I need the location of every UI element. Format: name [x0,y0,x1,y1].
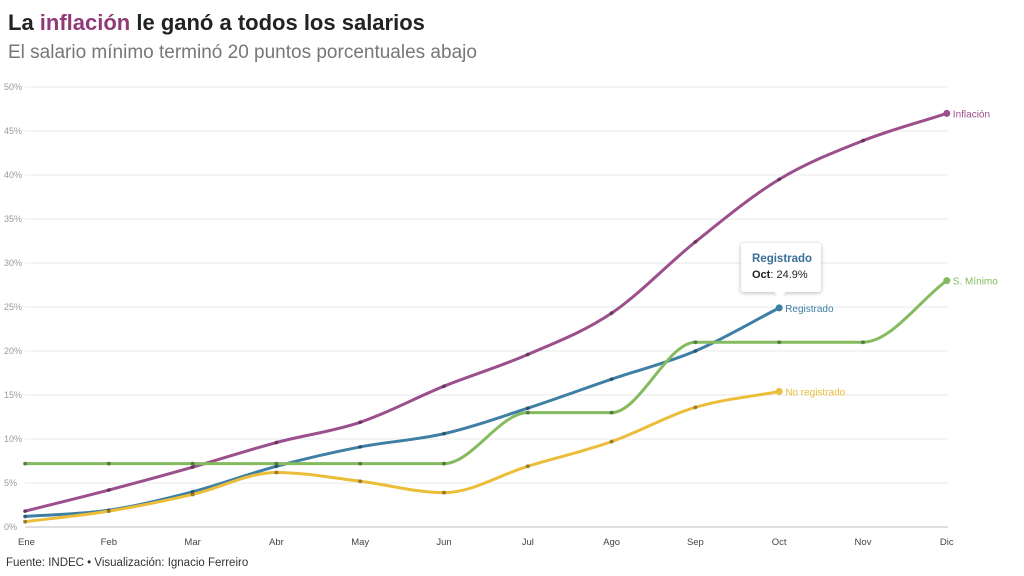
data-point [775,304,783,312]
series-end-label: No registrado [785,387,845,398]
data-point [777,340,782,345]
data-point [274,461,279,466]
x-axis: Ene Feb Mar Abr May Jun Jul Ago Sep Oct Nov Dic [18,537,954,548]
page-subtitle: El salario mínimo terminó 20 puntos porc… [8,42,477,63]
data-point [106,461,111,466]
data-point [358,420,363,425]
data-point [274,470,279,475]
data-point [23,519,27,524]
data-point [274,440,279,445]
y-tick-label: 10% [4,434,22,444]
x-tick-label: Dic [940,537,954,548]
data-point [525,410,530,415]
x-tick-label: Jul [522,537,534,548]
x-tick-label: May [351,537,369,548]
y-tick-label: 35% [4,214,22,224]
data-point [190,461,195,466]
series-end-label: Inflación [953,109,990,120]
y-tick-label: 50% [4,82,22,92]
data-point [106,509,111,514]
data-point [358,461,363,466]
data-point [861,138,865,143]
y-tick-label: 5% [4,478,17,488]
data-point [861,340,865,345]
data-point [525,352,530,357]
x-tick-label: Nov [855,537,872,548]
data-point [190,492,195,497]
data-point [775,387,783,395]
series-end-label: S. Mínimo [953,277,998,288]
tooltip-row: Oct: 24.9% [752,269,821,281]
tooltip: Registrado Oct: 24.9% [741,243,821,298]
series-line [23,279,949,466]
series-line [23,389,781,524]
source-note: Fuente: INDEC • Visualización: Ignacio F… [6,557,249,569]
data-point [525,464,530,469]
data-point [609,377,614,382]
tooltip-month: Oct [752,269,771,281]
data-point [693,349,698,353]
y-tick-label: 15% [4,390,22,400]
data-point [442,490,446,495]
data-point [693,340,698,345]
data-point [777,177,782,182]
x-tick-label: Ene [18,537,35,548]
data-point [693,405,698,410]
y-tick-label: 20% [4,346,22,356]
data-point [23,461,27,466]
y-tick-label: 0% [4,522,17,532]
data-point [442,431,446,436]
series-line [23,111,949,513]
data-point [274,464,279,469]
data-point [358,444,363,449]
series-inflacion: Inflación [23,109,990,514]
y-tick-label: 40% [4,170,22,180]
data-point [23,509,27,514]
y-tick-label: 30% [4,258,22,268]
data-point [525,406,530,411]
x-tick-label: Ago [603,537,620,548]
data-point [358,479,363,484]
data-point [190,465,195,470]
series-line [23,306,781,518]
data-point [442,461,446,466]
data-point [23,514,27,519]
series-s-minimo: S. Mínimo [23,277,998,466]
x-tick-label: Oct [772,537,787,548]
title-prefix: La [8,10,40,35]
data-point [442,384,446,389]
page-title: La inflación le ganó a todos los salario… [8,10,425,36]
tooltip-value: : 24.9% [770,269,808,281]
title-highlight: inflación [39,10,131,35]
series-registrado: Registrado [23,304,834,519]
data-point [609,439,614,444]
data-point [609,311,614,316]
data-point [943,109,951,117]
x-tick-label: Mar [184,537,200,548]
data-point [609,410,614,415]
tooltip-arrow [774,292,786,298]
tooltip-title: Registrado [752,253,813,265]
title-suffix: le ganó a todos los salarios [130,10,425,35]
x-tick-label: Jun [436,537,451,548]
data-point [106,488,111,493]
x-tick-label: Sep [687,537,704,548]
x-tick-label: Abr [269,537,284,548]
series-end-label: Registrado [785,304,834,315]
x-tick-label: Feb [101,537,117,548]
y-tick-label: 25% [4,302,22,312]
series-no-registrado: No registrado [23,387,846,524]
data-point [943,277,951,285]
data-point [693,239,698,244]
y-tick-label: 45% [4,126,22,136]
